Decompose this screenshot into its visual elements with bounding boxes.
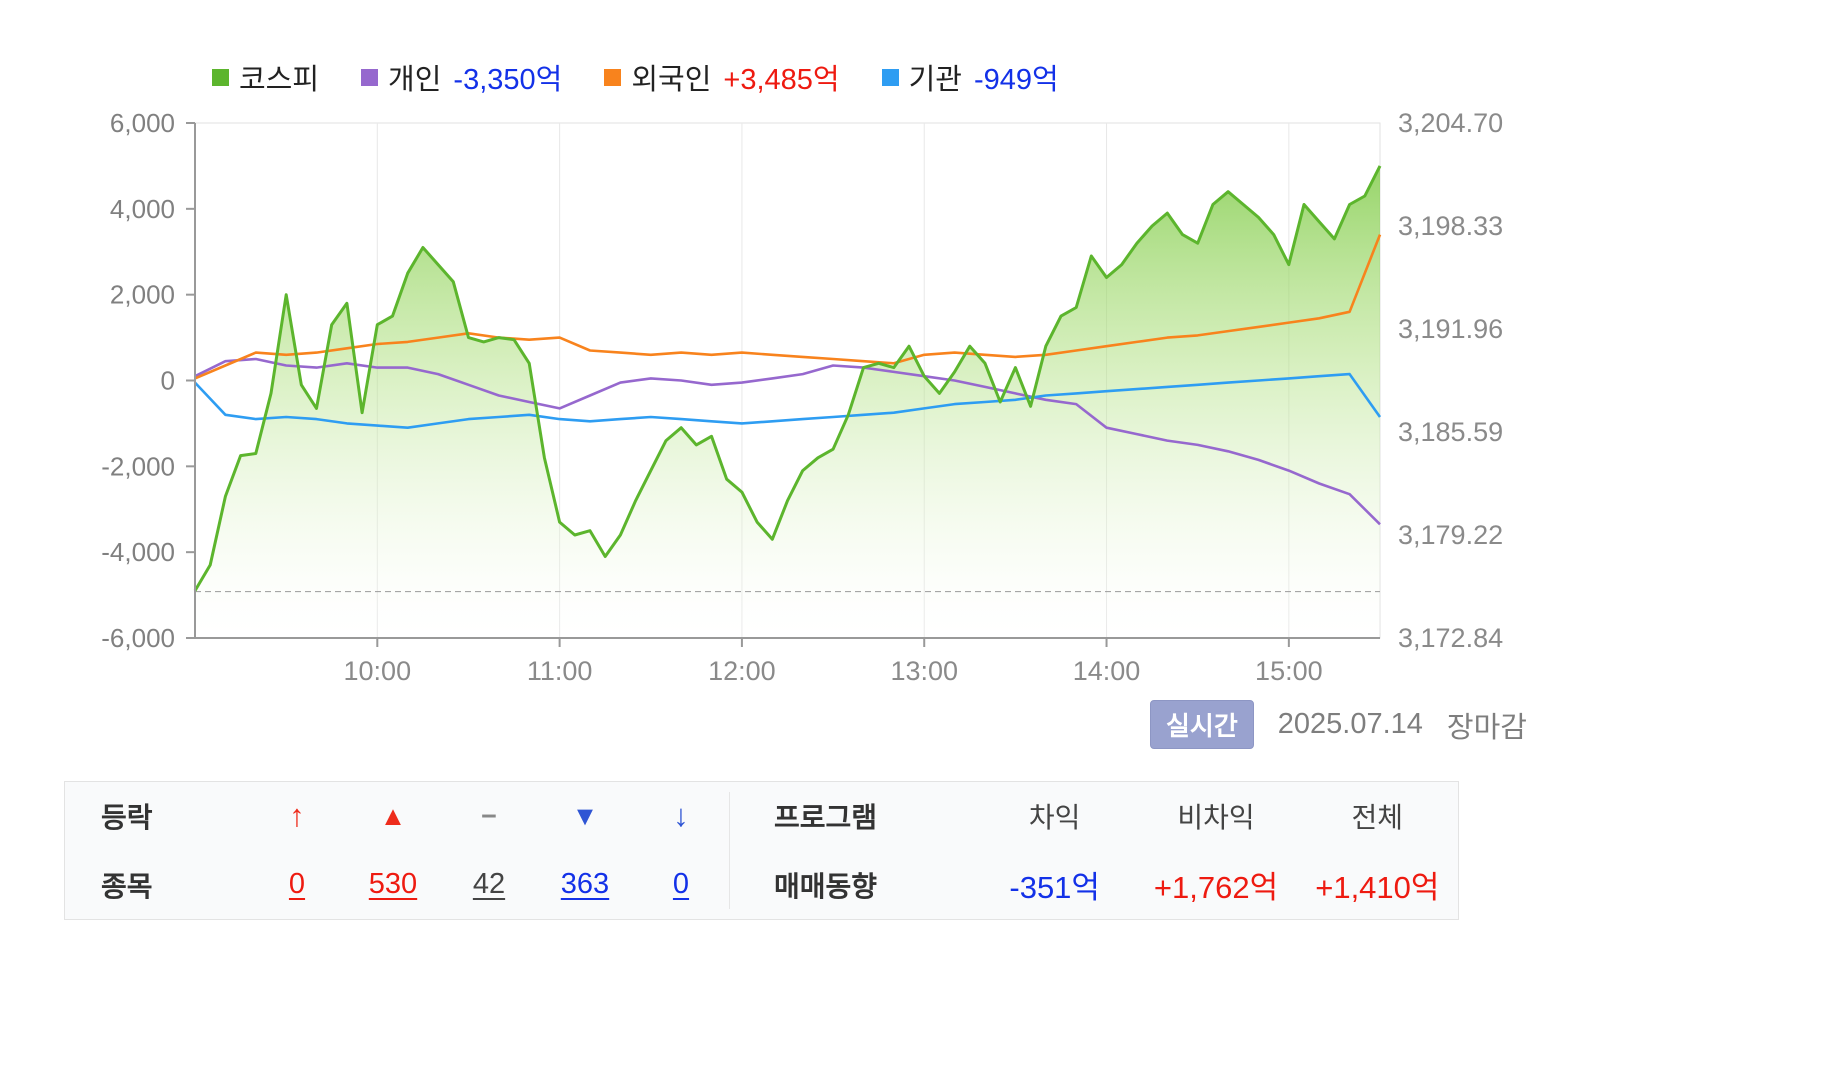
limit-down-column: ↓ 0 (633, 782, 729, 919)
svg-text:3,179.22: 3,179.22 (1398, 520, 1503, 550)
stocks-row-label: 종목 (101, 870, 153, 902)
arbitrage-value: -351억 (1009, 870, 1100, 906)
realtime-badge[interactable]: 실시간 (1150, 700, 1254, 749)
legend-label-institution: 기관 (908, 64, 962, 96)
arbitrage-column: 차익 -351억 (974, 782, 1135, 919)
svg-text:0: 0 (161, 366, 175, 396)
limit-down-arrow-icon: ↓ (673, 798, 689, 834)
svg-text:3,204.70: 3,204.70 (1398, 108, 1503, 138)
status-bar: 실시간 2025.07.14 장마감 (1150, 700, 1527, 749)
intraday-investor-chart: 6,000 4,000 2,000 0 -2,000 -4,000 -6,000 3,204.… (101, 108, 1503, 686)
limit-down-count[interactable]: 0 (672, 868, 690, 901)
svg-text:3,172.84: 3,172.84 (1398, 623, 1503, 653)
section-divider (729, 792, 730, 909)
trend-row-label: 매매동향 (774, 870, 878, 902)
legend-label-kospi: 코스피 (239, 64, 320, 96)
limit-up-count[interactable]: 0 (288, 868, 306, 901)
legend-item-individual: 개인 -3,350억 (361, 56, 562, 98)
program-label-column: 프로그램 매매동향 (730, 782, 974, 919)
svg-text:12:00: 12:00 (708, 656, 776, 686)
chart-legend: 코스피 개인 -3,350억 외국인 +3,485억 기관 -949억 (212, 56, 1059, 98)
program-trading-section: 프로그램 매매동향 차익 -351억 비차익 +1,762억 전체 +1,410… (730, 782, 1458, 919)
svg-text:15:00: 15:00 (1255, 656, 1323, 686)
svg-text:13:00: 13:00 (890, 656, 958, 686)
svg-text:10:00: 10:00 (344, 656, 412, 686)
unchanged-count[interactable]: 42 (472, 868, 506, 901)
unchanged-column: − 42 (441, 782, 537, 919)
total-header: 전체 (1351, 802, 1404, 834)
non-arbitrage-column: 비차익 +1,762억 (1135, 782, 1296, 919)
institution-net-value: -949억 (973, 64, 1059, 96)
svg-text:14:00: 14:00 (1073, 656, 1141, 686)
svg-text:2,000: 2,000 (110, 280, 175, 310)
market-summary-panel: 등락 종목 ↑ 0 ▲ 530 − 42 ▼ 363 ↓ 0 (64, 781, 1459, 920)
legend-item-foreigner: 외국인 +3,485억 (604, 56, 840, 98)
limit-up-arrow-icon: ↑ (289, 798, 305, 834)
svg-text:3,191.96: 3,191.96 (1398, 314, 1503, 344)
legend-item-institution: 기관 -949억 (881, 56, 1059, 98)
declining-count[interactable]: 363 (560, 868, 610, 901)
svg-text:3,198.33: 3,198.33 (1398, 211, 1503, 241)
individual-net-value: -3,350억 (453, 64, 563, 96)
svg-text:6,000: 6,000 (110, 108, 175, 138)
svg-text:4,000: 4,000 (110, 194, 175, 224)
updown-row-label: 등락 (101, 802, 153, 834)
total-column: 전체 +1,410억 (1297, 782, 1458, 919)
limit-up-column: ↑ 0 (249, 782, 345, 919)
legend-item-kospi: 코스피 (212, 56, 319, 98)
svg-text:11:00: 11:00 (527, 656, 593, 686)
rise-triangle-icon: ▲ (379, 800, 407, 831)
declining-column: ▼ 363 (537, 782, 633, 919)
non-arbitrage-header: 비차익 (1177, 802, 1255, 834)
svg-text:-4,000: -4,000 (101, 537, 175, 567)
advancing-column: ▲ 530 (345, 782, 441, 919)
kospi-swatch-icon (212, 68, 229, 86)
trade-date-label: 2025.07.14 (1277, 708, 1423, 740)
legend-label-foreigner: 외국인 (631, 64, 712, 96)
foreigner-net-value: +3,485억 (723, 64, 840, 96)
svg-text:-6,000: -6,000 (101, 623, 175, 653)
individual-swatch-icon (361, 68, 379, 86)
updown-label-column: 등락 종목 (65, 782, 249, 919)
flat-dash-icon: − (481, 800, 497, 831)
advance-decline-section: 등락 종목 ↑ 0 ▲ 530 − 42 ▼ 363 ↓ 0 (65, 782, 729, 919)
foreigner-swatch-icon (604, 68, 622, 86)
institution-swatch-icon (881, 68, 899, 86)
total-value: +1,410억 (1315, 870, 1440, 906)
market-close-label: 장마감 (1446, 711, 1527, 744)
svg-text:3,185.59: 3,185.59 (1398, 417, 1503, 447)
program-row-label: 프로그램 (774, 802, 878, 834)
advancing-count[interactable]: 530 (368, 868, 418, 901)
fall-triangle-icon: ▼ (571, 800, 599, 831)
arbitrage-header: 차익 (1028, 802, 1081, 834)
svg-text:-2,000: -2,000 (101, 451, 175, 481)
legend-label-individual: 개인 (388, 64, 442, 96)
non-arbitrage-value: +1,762억 (1153, 870, 1279, 906)
